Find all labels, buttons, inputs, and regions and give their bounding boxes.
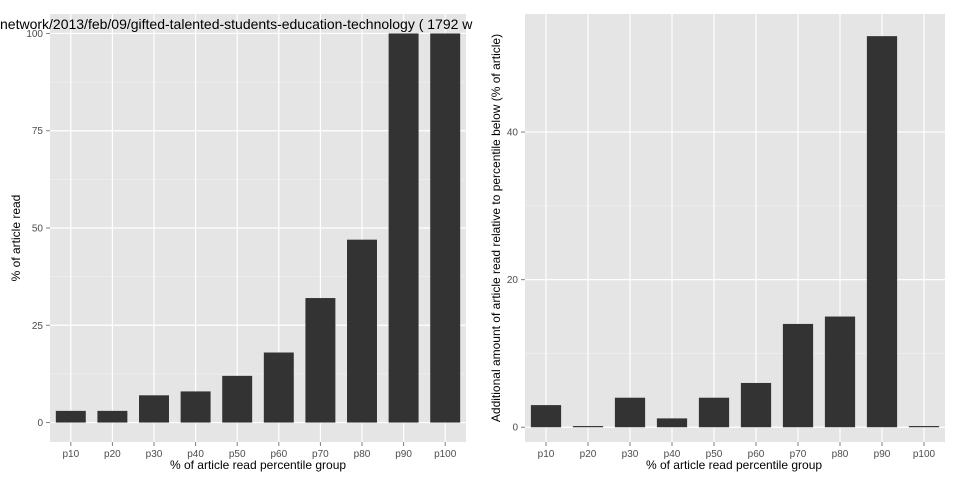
right-x-tick-label: p30 [622,449,639,460]
left-x-tick-label: p70 [312,449,329,460]
right-x-axis-label: % of article read percentile group [646,458,822,472]
right-x-tick-label: p10 [538,449,555,460]
right-bar-p20 [572,426,604,428]
right-bar-p50 [698,397,730,428]
left-bar-p60 [263,352,294,423]
left-y-tick-label: 0 [37,418,43,429]
right-x-ticks: p10 p20 p30 p40 p50 p60 p70 p80 p90 p100 [538,442,936,460]
left-x-tick-label: p100 [434,449,457,460]
left-x-tick-label: p60 [270,449,287,460]
right-bar-p30 [614,397,646,428]
left-y-tick-label: 50 [32,224,44,235]
left-x-ticks: p10 p20 p30 p40 p50 p60 p70 p80 p90 p100 [62,442,457,460]
right-bar-p60 [740,382,772,428]
right-bar-p100 [908,426,940,428]
right-x-tick-label: p80 [832,449,849,460]
left-x-tick-label: p80 [354,449,371,460]
right-y-tick-label: 0 [512,423,518,434]
left-y-axis-label: % of article read [9,195,23,282]
right-y-ticks: 0 20 40 [507,128,525,434]
left-bars [55,33,461,423]
right-bars [530,36,940,428]
right-bar-p90 [866,36,898,428]
left-x-tick-label: p10 [62,449,79,460]
chart-title: network/2013/feb/09/gifted-talented-stud… [0,16,473,32]
right-x-tick-label: p60 [748,449,765,460]
left-bar-p90 [388,33,419,423]
left-y-tick-label: 25 [32,321,44,332]
right-x-tick-label: p90 [874,449,891,460]
right-y-tick-label: 20 [507,275,519,286]
right-chart: 0 20 40 p10 p20 p30 p40 p50 p60 p70 p80 p90 p100 % … [489,14,945,472]
left-bar-p20 [97,410,128,423]
left-y-tick-label: 100 [26,29,43,40]
left-bar-p80 [347,239,377,423]
right-x-tick-label: p40 [664,449,681,460]
left-x-tick-label: p20 [104,449,121,460]
left-y-tick-label: 75 [32,126,44,137]
right-bar-p40 [656,418,688,428]
left-bar-p50 [222,375,253,423]
left-x-tick-label: p90 [395,449,412,460]
left-bar-p30 [139,395,169,423]
left-x-tick-label: p50 [229,449,246,460]
right-y-axis-label: Additional amount of article read relati… [489,34,503,422]
right-x-tick-label: p50 [706,449,723,460]
left-y-ticks: 0 25 50 75 100 [26,29,50,429]
left-bar-p100 [430,33,461,423]
left-bar-p40 [180,391,211,423]
left-x-tick-label: p40 [187,449,204,460]
right-x-tick-label: p100 [913,449,936,460]
right-x-tick-label: p20 [580,449,597,460]
left-x-tick-label: p30 [146,449,163,460]
right-y-tick-label: 40 [507,128,519,139]
right-bar-p80 [824,316,856,428]
right-bar-p70 [782,323,814,428]
right-x-tick-label: p70 [790,449,807,460]
left-x-axis-label: % of article read percentile group [170,458,346,472]
right-bar-p10 [530,405,562,428]
left-bar-p70 [305,298,336,423]
left-bar-p10 [55,410,86,423]
